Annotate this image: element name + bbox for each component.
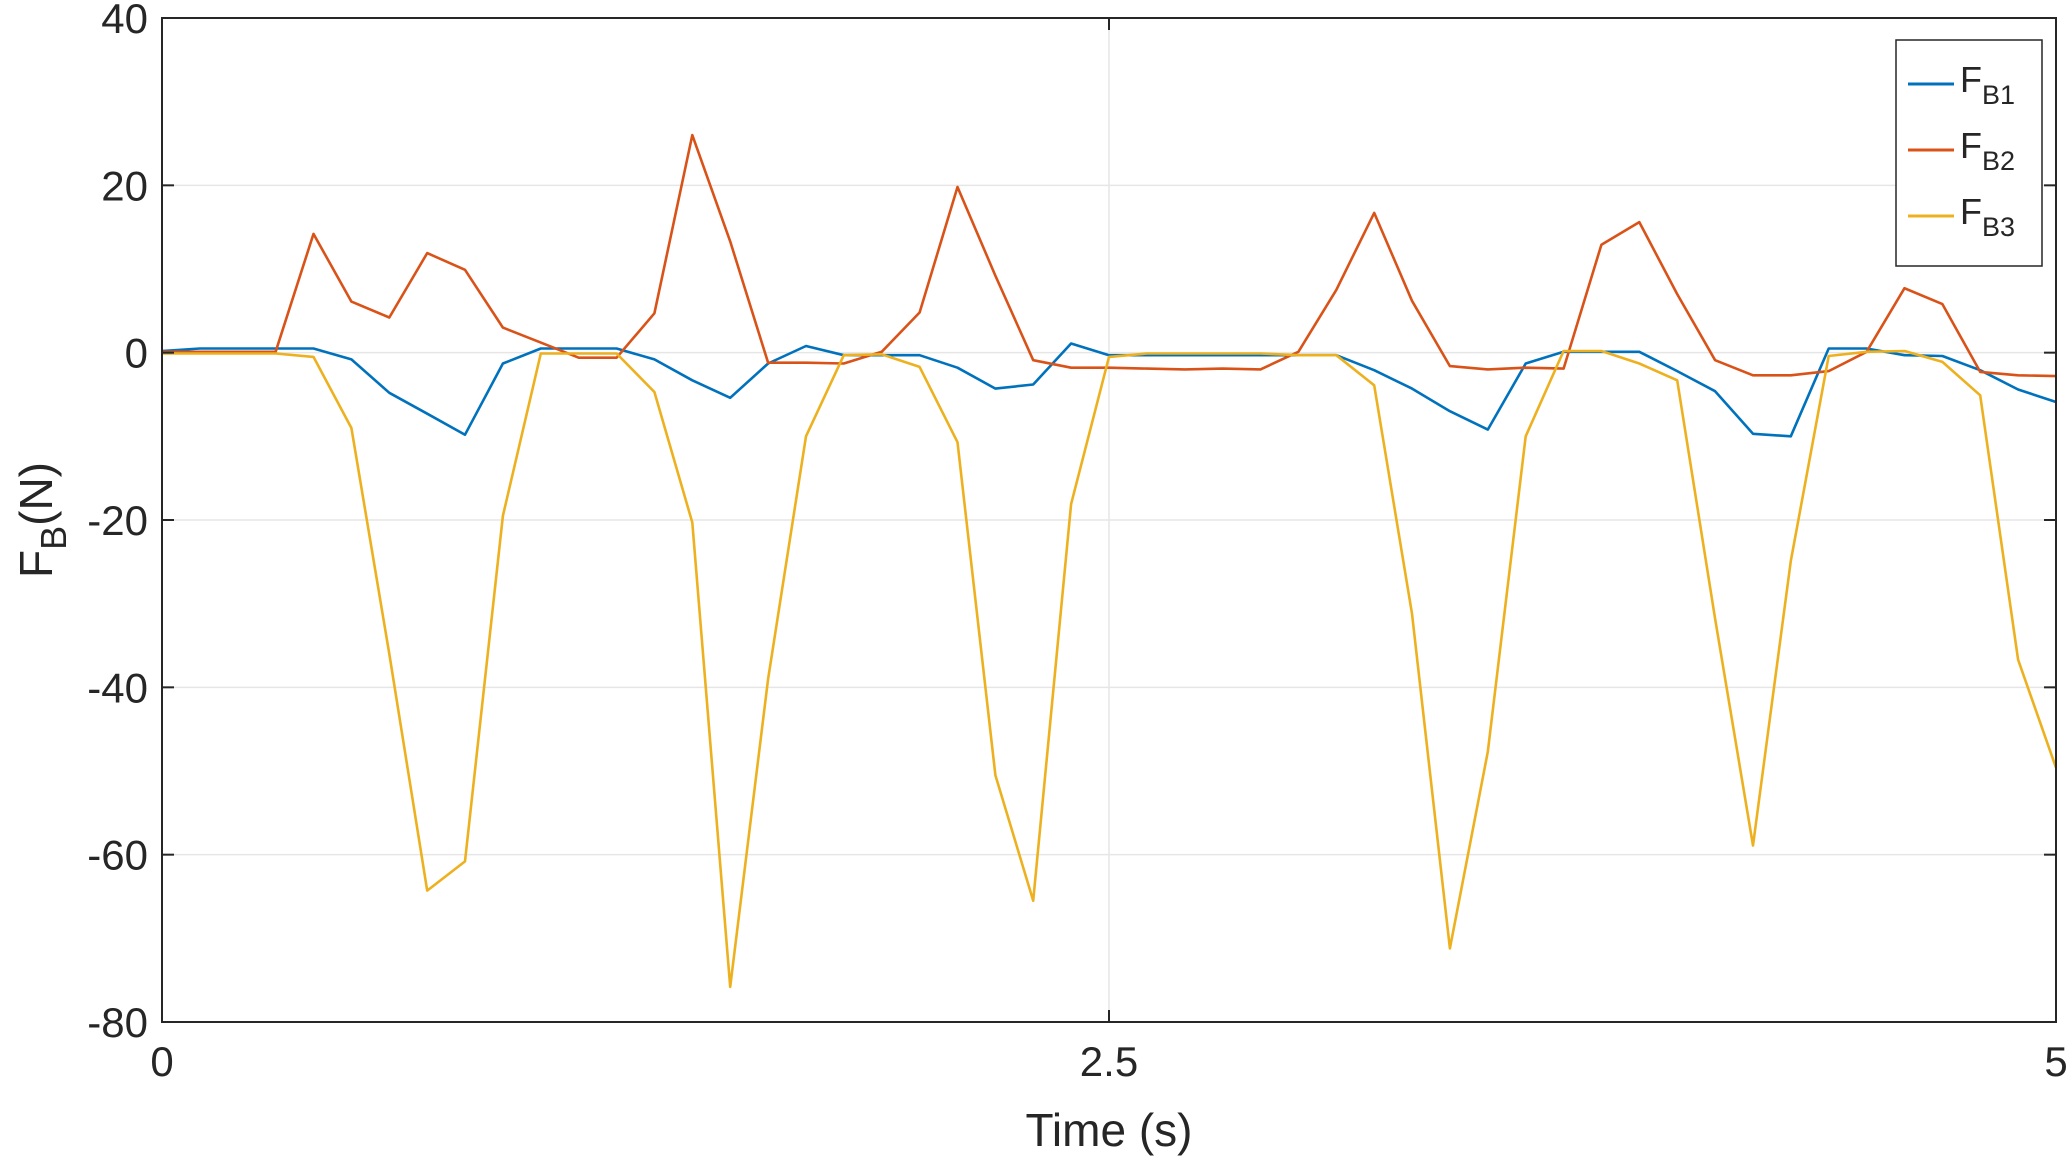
x-axis-title: Time (s)	[1026, 1104, 1193, 1156]
series-line-b3	[162, 349, 2058, 989]
y-tick-label: 20	[101, 162, 148, 209]
x-tick-label: 2.5	[1080, 1038, 1138, 1085]
legend-label-b1: FB1	[1960, 59, 2015, 110]
axis-ticks: -80 -60 -40 -20 0 20 40 0 2.5 5	[87, 0, 2067, 1085]
y-tick-label: -20	[87, 497, 148, 544]
legend-label-b2: FB2	[1960, 125, 2015, 176]
series-line-b2	[162, 133, 2057, 378]
y-axis-title-rest: (N)	[10, 462, 62, 526]
grid	[162, 18, 2056, 1022]
y-tick-label: -40	[87, 664, 148, 711]
series-line-b1	[161, 342, 2057, 438]
x-tick-label: 5	[2044, 1038, 2067, 1085]
y-tick-label: -80	[87, 999, 148, 1046]
series-lines	[161, 133, 2058, 989]
y-axis-title-main: F	[10, 550, 62, 578]
y-axis-title: FB(N)	[10, 462, 74, 578]
svg-text:FB(N): FB(N)	[10, 462, 74, 578]
legend: FB1 FB2 FB3	[1895, 39, 2043, 267]
x-tick-label: 0	[150, 1038, 173, 1085]
y-tick-label: -60	[87, 832, 148, 879]
legend-box	[1895, 39, 2043, 267]
y-axis-title-sub: B	[33, 526, 74, 550]
y-tick-label: 0	[125, 330, 148, 377]
y-tick-label: 40	[101, 0, 148, 42]
legend-label-b3: FB3	[1960, 191, 2015, 242]
